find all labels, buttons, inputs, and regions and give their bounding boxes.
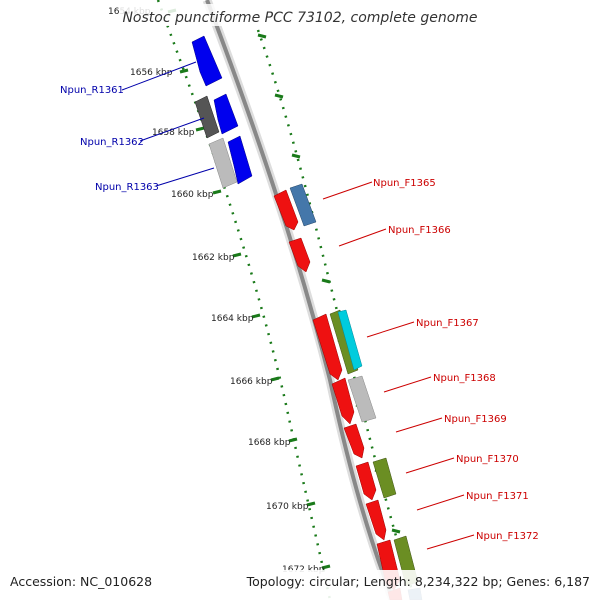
gene-label-Npun_F1366[interactable]: Npun_F1366 <box>388 225 451 236</box>
chromosome-backbone-core <box>205 0 396 600</box>
gene-dark[interactable] <box>194 95 220 139</box>
gene-label-Npun_F1370[interactable]: Npun_F1370 <box>456 454 519 465</box>
gene-label-Npun_F1367[interactable]: Npun_F1367 <box>416 318 479 329</box>
gene-gray-1368[interactable] <box>347 375 377 423</box>
tick-labels: 1654 kbp 1656 kbp 1658 kbp 1660 kbp 1662… <box>108 7 325 575</box>
right-track-ticks <box>257 33 401 534</box>
tick-label: 1658 kbp <box>152 128 195 138</box>
gene-olive-1370[interactable] <box>372 457 397 499</box>
tick-label: 1660 kbp <box>171 190 214 200</box>
gene-label-Npun_F1369[interactable]: Npun_F1369 <box>444 414 507 425</box>
gene-label-Npun_F1368[interactable]: Npun_F1368 <box>433 373 496 384</box>
gene-label-Npun_R1361[interactable]: Npun_R1361 <box>60 85 124 96</box>
gene-Npun_F1370[interactable] <box>355 461 377 501</box>
tick-label: 1664 kbp <box>211 314 254 324</box>
tick-label: 1662 kbp <box>192 253 235 263</box>
gene-Npun_F1366[interactable] <box>288 237 311 273</box>
gene-steelblue[interactable] <box>289 183 317 227</box>
gene-Npun_F1368[interactable] <box>331 377 355 425</box>
gene-Npun_R1363[interactable] <box>208 137 238 189</box>
forward-genes <box>273 183 423 600</box>
footer-backdrop <box>0 570 600 600</box>
major-ticks <box>167 8 331 570</box>
map-title: Nostoc punctiforme PCC 73102, complete g… <box>122 10 477 26</box>
reverse-gene-labels: Npun_R1361 Npun_R1362 Npun_R1363 <box>60 85 159 193</box>
accession-text: Accession: NC_010628 <box>10 574 152 589</box>
forward-gene-labels: Npun_F1365 Npun_F1366 Npun_F1367 Npun_F1… <box>373 178 539 542</box>
reverse-leaders <box>121 61 215 187</box>
tick-label: 1656 kbp <box>130 68 173 78</box>
gene-label-Npun_R1363[interactable]: Npun_R1363 <box>95 182 159 193</box>
gene-label-Npun_F1371[interactable]: Npun_F1371 <box>466 491 529 502</box>
gene-cyan[interactable] <box>337 309 363 371</box>
gene-Npun_F1365[interactable] <box>273 189 299 231</box>
topology-text: Topology: circular; Length: 8,234,322 bp… <box>246 574 590 589</box>
tick-label: 1668 kbp <box>248 438 291 448</box>
gene-Npun_R1362[interactable] <box>227 135 253 185</box>
reverse-genes <box>191 35 253 189</box>
title-backdrop <box>120 4 480 26</box>
forward-leaders <box>322 181 475 550</box>
gene-Npun_F1371[interactable] <box>365 499 387 541</box>
gene-label-Npun_F1372[interactable]: Npun_F1372 <box>476 531 539 542</box>
gene-Npun_F1369[interactable] <box>343 423 365 459</box>
gene-Npun_R1361[interactable] <box>191 35 223 87</box>
gene-label-Npun_F1365[interactable]: Npun_F1365 <box>373 178 436 189</box>
gene-label-Npun_R1362[interactable]: Npun_R1362 <box>80 137 144 148</box>
tick-label: 1670 kbp <box>266 502 309 512</box>
gene-Npun_R1361b[interactable] <box>213 93 239 135</box>
gene-Npun_F1367[interactable] <box>312 313 343 381</box>
tick-label: 1666 kbp <box>230 377 273 387</box>
